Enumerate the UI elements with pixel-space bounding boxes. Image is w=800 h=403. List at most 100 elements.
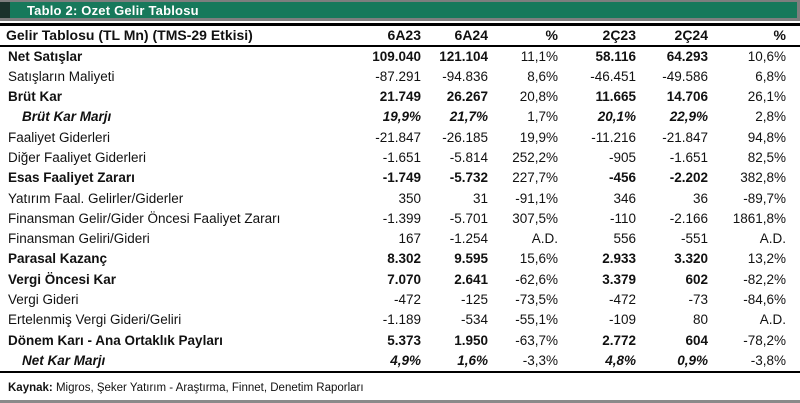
table-body: Net Satışlar 109.040 121.104 11,1% 58.116 64.… <box>0 46 800 373</box>
cell-col4: 58.116 <box>595 48 636 64</box>
cell-col1: 167 <box>398 231 421 247</box>
cell-col4: -46.451 <box>590 68 636 84</box>
table-row: Faaliyet Giderleri -21.847 -26.185 19,9% -11… <box>0 128 800 148</box>
cell-col4: 556 <box>613 231 636 247</box>
cell-col4: 20,1% <box>597 109 636 125</box>
cell-col6: 6,8% <box>755 68 786 84</box>
cell-col4: -11.216 <box>591 129 636 145</box>
row-label: Brüt Kar Marjı <box>22 109 112 125</box>
cell-col6: 1861,8% <box>732 210 786 226</box>
cell-col3: -3,3% <box>522 352 558 368</box>
cell-col5: 602 <box>685 271 708 287</box>
page-bottom-divider <box>0 400 800 403</box>
cell-col1: 4,9% <box>390 352 421 368</box>
cell-col6: 82,5% <box>747 149 786 165</box>
source-note: Kaynak: Migros, Şeker Yatırım - Araştırm… <box>0 382 800 394</box>
cell-col4: 2.933 <box>602 251 636 267</box>
cell-col1: 7.070 <box>387 271 421 287</box>
cell-col3: 252,2% <box>512 149 558 165</box>
cell-col5: -21.847 <box>662 129 708 145</box>
cell-col3: 19,9% <box>519 129 558 145</box>
cell-col3: -91,1% <box>515 190 558 206</box>
source-label: Kaynak: <box>8 382 53 395</box>
table-row: Diğer Faaliyet Giderleri -1.651 -5.814 252,… <box>0 148 800 168</box>
cell-col2: -1.254 <box>449 231 488 247</box>
cell-col3: -62,6% <box>515 271 558 287</box>
cell-col1: 350 <box>398 190 421 206</box>
cell-col1: -472 <box>393 292 421 308</box>
row-label: Satışların Maliyeti <box>8 68 115 84</box>
cell-col2: 9.595 <box>454 251 488 267</box>
cell-col2: 31 <box>472 190 488 206</box>
cell-col3: -63,7% <box>515 332 558 348</box>
cell-col5: -551 <box>680 231 708 247</box>
title-accent-square <box>0 2 10 18</box>
table-row: Finansman Geliri/Gideri 167 -1.254 A.D. 556 -… <box>0 229 800 249</box>
cell-col3: A.D. <box>531 231 558 247</box>
cell-col2: -5.701 <box>449 210 488 226</box>
cell-col1: -1.189 <box>382 312 421 328</box>
cell-col4: 2.772 <box>602 332 636 348</box>
cell-col3: -73,5% <box>515 292 558 308</box>
row-label: Esas Faaliyet Zararı <box>8 170 135 186</box>
cell-col1: 8.302 <box>387 251 421 267</box>
row-label: Brüt Kar <box>8 89 63 105</box>
column-header-2: 6A24 <box>454 27 488 44</box>
row-label: Finansman Gelir/Gider Öncesi Faaliyet Za… <box>8 210 281 226</box>
cell-col6: 382,8% <box>740 170 786 186</box>
column-header-1: 6A23 <box>387 27 421 44</box>
cell-col5: -73 <box>688 292 708 308</box>
cell-col3: 307,5% <box>512 210 558 226</box>
table-row: Brüt Kar Marjı 19,9% 21,7% 1,7% 20,1% 22,9% 2,… <box>0 107 800 127</box>
column-header-5: 2Ç24 <box>674 27 708 44</box>
row-label: Finansman Geliri/Gideri <box>8 231 150 247</box>
cell-col4: -905 <box>608 149 636 165</box>
cell-col5: 22,9% <box>669 109 708 125</box>
cell-col3: 15,6% <box>519 251 558 267</box>
cell-col4: 4,8% <box>605 352 636 368</box>
cell-col5: -1.651 <box>669 149 708 165</box>
cell-col6: 2,8% <box>755 109 786 125</box>
cell-col6: 10,6% <box>747 48 786 64</box>
table-row: Yatırım Faal. Gelirler/Giderler 350 31 -91,… <box>0 189 800 209</box>
cell-col6: -3,8% <box>750 352 786 368</box>
row-label: Faaliyet Giderleri <box>8 129 111 145</box>
cell-col4: -109 <box>608 312 636 328</box>
income-statement-table: Gelir Tablosu (TL Mn) (TMS-29 Etkisi) 6A… <box>0 23 800 374</box>
cell-col4: -456 <box>608 170 636 186</box>
cell-col6: A.D. <box>759 312 786 328</box>
table-row: Parasal Kazanç 8.302 9.595 15,6% 2.933 3.320 1… <box>0 249 800 269</box>
cell-col5: 604 <box>685 332 708 348</box>
cell-col1: -1.399 <box>382 210 421 226</box>
cell-col2: -26.185 <box>442 129 488 145</box>
table-row: Vergi Gideri -472 -125 -73,5% -472 -73 -84,6% <box>0 290 800 310</box>
cell-col2: -534 <box>460 312 488 328</box>
cell-col3: -55,1% <box>515 312 558 328</box>
cell-col3: 227,7% <box>512 170 558 186</box>
cell-col2: 1,6% <box>457 352 488 368</box>
row-label: Dönem Karı - Ana Ortaklık Payları <box>8 332 223 348</box>
table-header-label: Gelir Tablosu (TL Mn) (TMS-29 Etkisi) <box>6 27 253 44</box>
row-label: Diğer Faaliyet Giderleri <box>8 149 147 165</box>
table-header-row: Gelir Tablosu (TL Mn) (TMS-29 Etkisi) 6A… <box>0 25 800 46</box>
cell-col5: -49.586 <box>662 68 708 84</box>
row-label: Net Kar Marjı <box>22 352 106 368</box>
table-row: Dönem Karı - Ana Ortaklık Payları 5.373 1.… <box>0 331 800 351</box>
cell-col3: 1,7% <box>527 109 558 125</box>
cell-col1: 19,9% <box>382 109 421 125</box>
table-title: Tablo 2: Ozet Gelir Tablosu <box>10 2 797 18</box>
cell-col6: -84,6% <box>743 292 786 308</box>
cell-col2: 121.104 <box>439 48 488 64</box>
cell-col5: -2.202 <box>669 170 708 186</box>
cell-col5: 64.293 <box>666 48 708 64</box>
cell-col6: A.D. <box>759 231 786 247</box>
cell-col4: 346 <box>613 190 636 206</box>
row-label: Vergi Gideri <box>8 292 79 308</box>
cell-col5: 14.706 <box>666 89 708 105</box>
table-row: Net Kar Marjı 4,9% 1,6% -3,3% 4,8% 0,9% -3,8% <box>0 351 800 372</box>
cell-col2: -94.836 <box>442 68 488 84</box>
column-header-6: % <box>773 27 786 44</box>
cell-col1: 21.749 <box>379 89 421 105</box>
cell-col3: 8,6% <box>527 68 558 84</box>
column-header-4: 2Ç23 <box>602 27 636 44</box>
